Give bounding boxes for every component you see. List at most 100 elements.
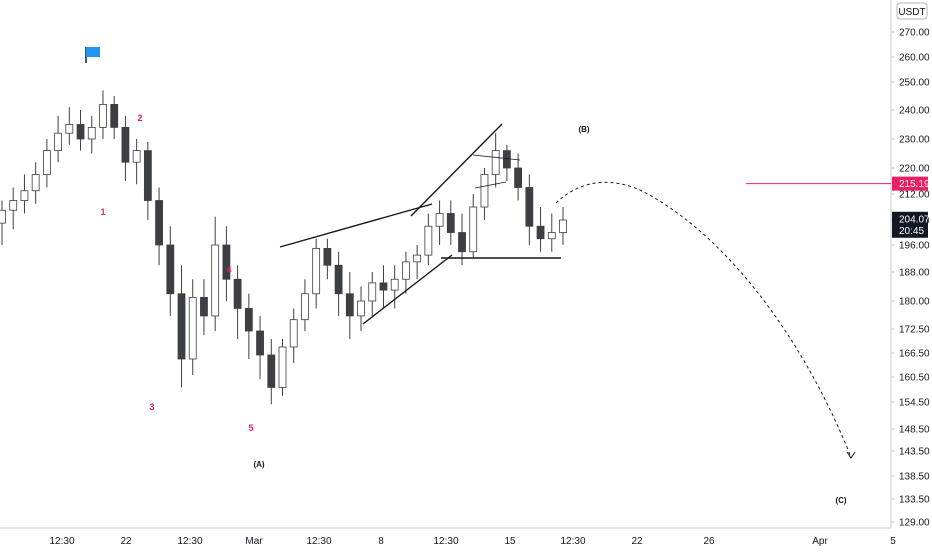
candle-body [222, 244, 231, 280]
candle-body [446, 213, 455, 233]
candle-body [312, 247, 321, 295]
time-tick-label: 22 [631, 536, 643, 547]
time-tick-label: 12:30 [49, 536, 74, 547]
projection-path[interactable] [555, 181, 852, 458]
wave-label-1: 1 [100, 207, 105, 217]
level-price-badge [892, 176, 928, 191]
candle-body [525, 187, 534, 227]
wave-label-b: (B) [578, 125, 589, 134]
trendline-lower-left[interactable] [362, 254, 453, 325]
candle-body [536, 225, 545, 240]
candle-body [402, 261, 410, 280]
candle-body [480, 174, 489, 208]
candle-body [0, 209, 6, 224]
candle-body [267, 354, 276, 388]
price-tick-label: 133.50 [899, 495, 930, 506]
wave-label-3: 3 [149, 402, 154, 412]
candle-body [9, 200, 18, 211]
flag-bottom-line[interactable] [474, 181, 507, 189]
candle-body [357, 300, 365, 317]
candle-body [502, 150, 511, 169]
time-tick-label: Apr [812, 536, 828, 547]
candle-body [491, 150, 500, 175]
time-axis[interactable]: 12:30 22 12:30 Mar 12:30 8 12:30 15 12:30 22 26 Apr… [49, 536, 896, 547]
candle-body [435, 213, 444, 227]
flag-icon[interactable] [85, 47, 100, 63]
candle-body [155, 200, 163, 246]
time-tick-label: 15 [504, 536, 516, 547]
candle-body [20, 190, 29, 201]
candle-body [177, 293, 186, 360]
time-tick-label: 12:30 [433, 536, 458, 547]
candle-body [188, 296, 197, 360]
price-tick-label: 160.50 [899, 373, 930, 384]
candle-body [99, 104, 107, 128]
currency-label: USDT [898, 7, 925, 18]
candle-body [559, 219, 567, 233]
last-price-badge [892, 211, 928, 238]
countdown-label: 20:45 [899, 226, 924, 237]
price-tick-label: 230.00 [899, 135, 930, 146]
time-tick-label: 8 [378, 536, 384, 547]
projection-arrow-icon [846, 451, 856, 459]
trendline-drawings[interactable] [279, 123, 561, 325]
price-tick-label: 154.50 [899, 398, 930, 409]
price-tick-label: 188.00 [899, 268, 930, 279]
candle-body [121, 127, 130, 163]
level-price-label: 215.19 [899, 179, 930, 190]
time-tick-label: 12:30 [177, 536, 202, 547]
price-tick-label: 270.00 [899, 28, 930, 39]
trendline-upper-channel[interactable] [410, 123, 503, 217]
candle-body [166, 244, 175, 295]
wave-label-a: (A) [253, 460, 264, 469]
price-tick-label: 196.00 [899, 241, 930, 252]
trendline-upper-left[interactable] [279, 203, 433, 248]
candle-body [42, 150, 51, 175]
candle-body [413, 254, 422, 263]
candle-body [233, 278, 242, 309]
time-tick-label: Mar [245, 536, 263, 547]
time-tick-label: 5 [890, 536, 896, 547]
time-tick-label: 26 [703, 536, 715, 547]
wave-label-2: 2 [137, 113, 142, 123]
wave-label-c: (C) [835, 496, 846, 505]
price-tick-label: 212.00 [899, 190, 930, 201]
candle-body [132, 150, 141, 163]
candle-body [76, 124, 85, 140]
candle-body [323, 247, 332, 266]
candle-body [379, 282, 388, 291]
candle-body [458, 232, 466, 253]
candle-body [547, 232, 556, 240]
candle-body [110, 104, 119, 128]
candle-body [345, 293, 354, 317]
candle-body [244, 308, 253, 332]
candle-body [211, 244, 220, 317]
price-axis[interactable]: 270.00 260.00 250.00 240.00 230.00 220.00 212.… [891, 28, 930, 529]
price-tick-label: 166.50 [899, 349, 930, 360]
candle-body [65, 124, 74, 134]
candle-body [390, 278, 399, 291]
price-tick-label: 172.50 [899, 325, 930, 336]
price-tick-label: 250.00 [899, 78, 930, 89]
time-tick-label: 12:30 [306, 536, 331, 547]
candle-body [54, 132, 62, 151]
price-tick-label: 260.00 [899, 53, 930, 64]
currency-badge[interactable]: USDT [896, 2, 928, 20]
candle-body [514, 167, 523, 188]
time-tick-label: 12:30 [560, 536, 585, 547]
price-tick-label: 143.50 [899, 447, 930, 458]
price-tick-label: 240.00 [899, 106, 930, 117]
candle-body [301, 293, 309, 321]
candle-body [278, 346, 287, 388]
candle-series [0, 90, 567, 405]
candle-body [469, 206, 478, 253]
last-price-label: 204.07 [899, 214, 930, 225]
wave-label-4: 4 [226, 265, 231, 275]
candle-body [87, 127, 96, 140]
price-tick-label: 180.00 [899, 297, 930, 308]
flag-top-line[interactable] [472, 154, 521, 161]
candle-body [31, 174, 40, 192]
